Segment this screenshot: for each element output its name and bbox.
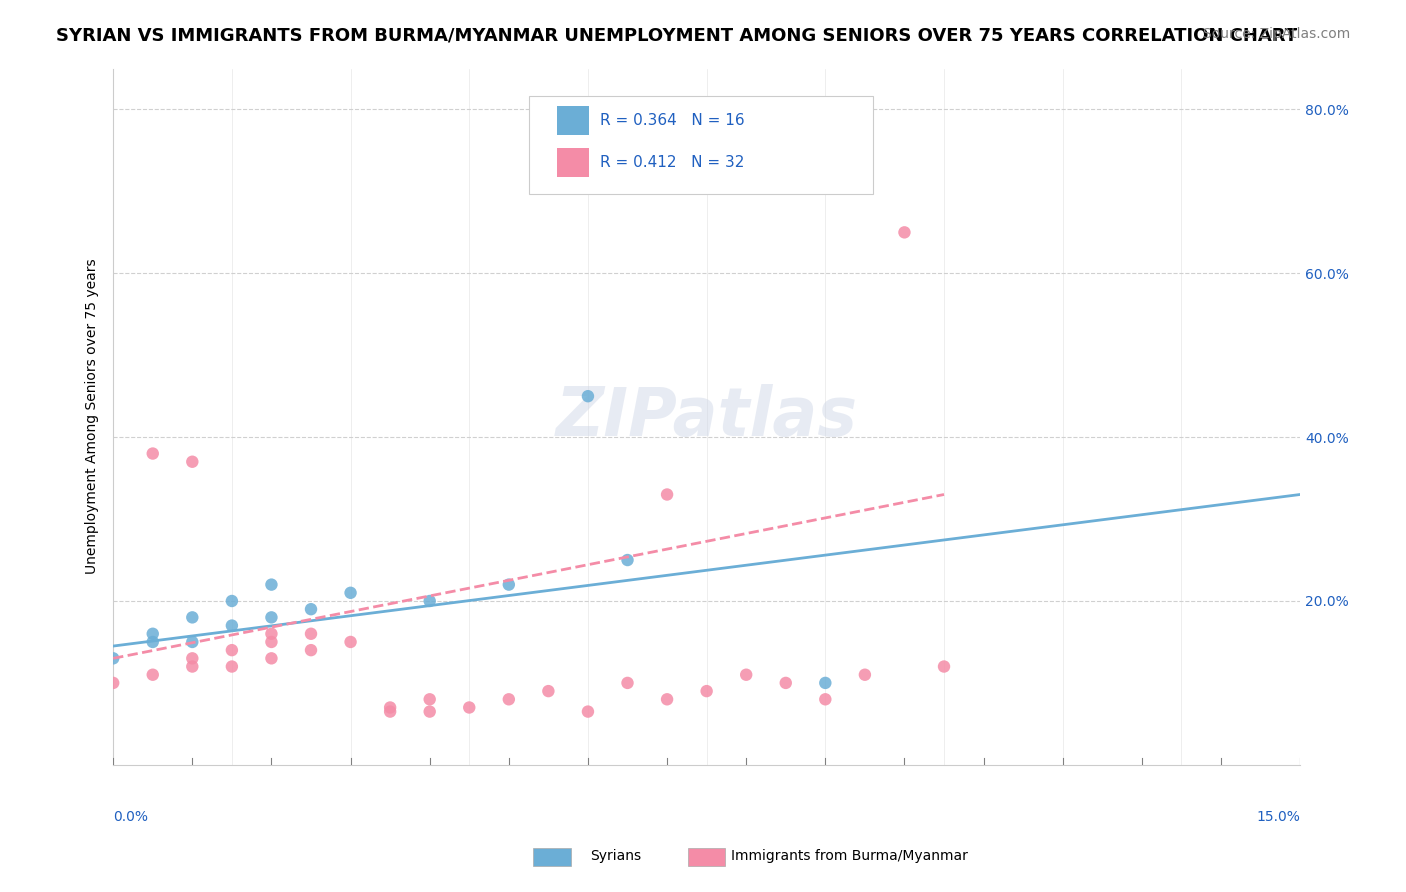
Point — [142, 626, 165, 640]
Point — [221, 594, 243, 608]
Y-axis label: Unemployment Among Seniors over 75 years: Unemployment Among Seniors over 75 years — [86, 259, 100, 574]
Point — [498, 692, 520, 706]
FancyBboxPatch shape — [557, 148, 589, 178]
Text: 15.0%: 15.0% — [1256, 810, 1301, 824]
Point — [299, 643, 322, 657]
Point — [260, 635, 283, 649]
Point — [616, 553, 638, 567]
Point — [181, 610, 204, 624]
Point — [260, 577, 283, 591]
Point — [142, 446, 165, 460]
Point — [616, 676, 638, 690]
Point — [893, 225, 915, 239]
Point — [576, 389, 599, 403]
Point — [419, 594, 441, 608]
Text: Syrians: Syrians — [591, 849, 641, 863]
Point — [378, 700, 401, 714]
Point — [142, 635, 165, 649]
Point — [458, 700, 481, 714]
Point — [655, 692, 678, 706]
Text: 0.0%: 0.0% — [114, 810, 148, 824]
Point — [419, 692, 441, 706]
FancyBboxPatch shape — [557, 106, 589, 136]
Point — [537, 684, 560, 698]
Point — [299, 626, 322, 640]
Text: Source: ZipAtlas.com: Source: ZipAtlas.com — [1202, 27, 1350, 41]
Point — [378, 705, 401, 719]
Point — [932, 659, 955, 673]
Point — [339, 586, 361, 600]
Point — [181, 455, 204, 469]
Point — [696, 684, 718, 698]
Point — [221, 643, 243, 657]
Point — [260, 626, 283, 640]
Point — [419, 705, 441, 719]
Point — [181, 651, 204, 665]
Point — [339, 635, 361, 649]
Point — [103, 676, 125, 690]
Point — [775, 676, 797, 690]
Point — [853, 667, 876, 681]
Point — [142, 667, 165, 681]
Text: R = 0.364   N = 16: R = 0.364 N = 16 — [600, 112, 744, 128]
Point — [735, 667, 758, 681]
Point — [221, 659, 243, 673]
Point — [221, 618, 243, 632]
Point — [498, 577, 520, 591]
Point — [655, 487, 678, 501]
Point — [299, 602, 322, 616]
Point — [576, 705, 599, 719]
Point — [814, 692, 837, 706]
Point — [814, 676, 837, 690]
Point — [260, 651, 283, 665]
Point — [260, 610, 283, 624]
Point — [181, 659, 204, 673]
Text: ZIPatlas: ZIPatlas — [555, 384, 858, 450]
Text: SYRIAN VS IMMIGRANTS FROM BURMA/MYANMAR UNEMPLOYMENT AMONG SENIORS OVER 75 YEARS: SYRIAN VS IMMIGRANTS FROM BURMA/MYANMAR … — [56, 27, 1298, 45]
Point — [103, 651, 125, 665]
FancyBboxPatch shape — [529, 96, 873, 194]
Point — [181, 635, 204, 649]
Text: Immigrants from Burma/Myanmar: Immigrants from Burma/Myanmar — [731, 849, 967, 863]
Text: R = 0.412   N = 32: R = 0.412 N = 32 — [600, 155, 744, 170]
